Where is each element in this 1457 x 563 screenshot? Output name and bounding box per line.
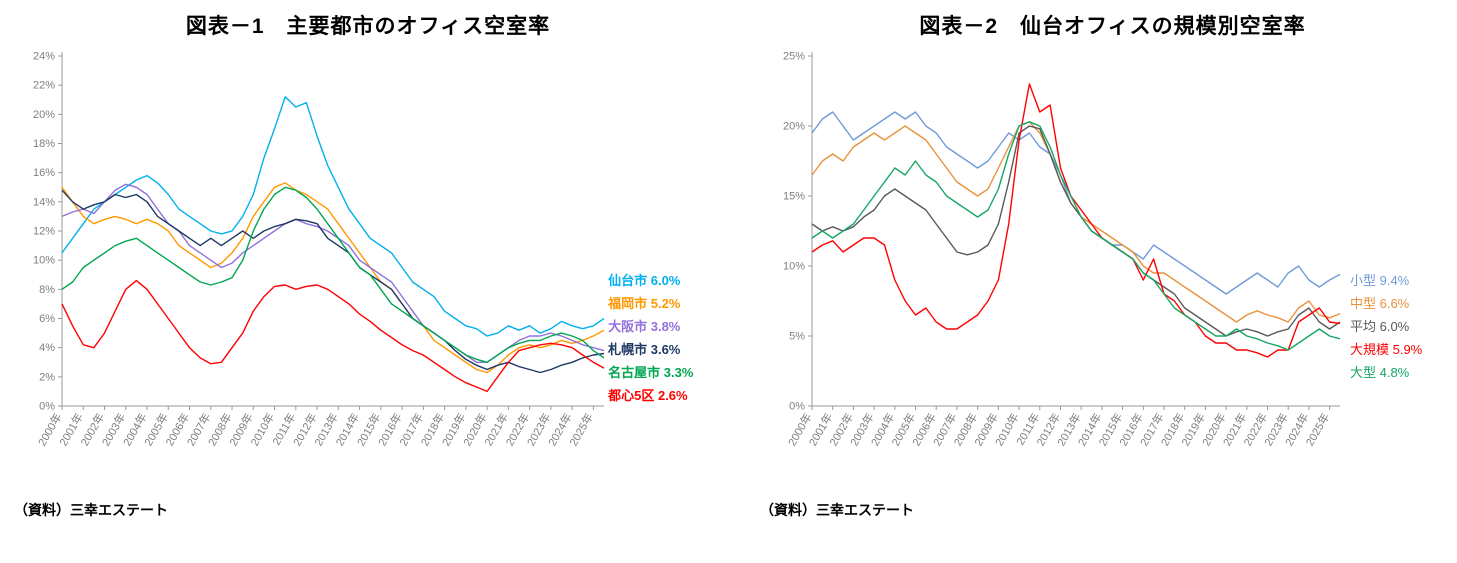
legend-item-大規模: 大規模 5.9% (1350, 342, 1423, 357)
legend-item-大阪市: 大阪市 3.8% (608, 319, 681, 334)
svg-text:4%: 4% (39, 342, 55, 354)
legend-item-名古屋市: 名古屋市 3.3% (608, 365, 694, 380)
chart2-source: （資料）三幸エステート (760, 502, 914, 518)
svg-text:0%: 0% (789, 401, 805, 413)
svg-text:10%: 10% (33, 255, 55, 267)
chart1-title: 図表－1 主要都市のオフィス空室率 (185, 15, 551, 38)
svg-text:0%: 0% (39, 401, 55, 413)
chart1-panel: 図表－1 主要都市のオフィス空室率 0% 2% 4% 6% 8% 10% 12% 14% 16%… (0, 0, 722, 563)
svg-text:18%: 18% (33, 138, 55, 150)
legend-item-大型: 大型 4.8% (1350, 365, 1410, 380)
chart1-source: （資料）三幸エステート (14, 502, 168, 518)
svg-text:14%: 14% (33, 196, 55, 208)
chart1-body: 0% 2% 4% 6% 8% 10% 12% 14% 16% 18% 20% 22% 24% 2000年 2… (14, 40, 722, 500)
legend-item-福岡市: 福岡市 5.2% (608, 296, 681, 311)
svg-text:16%: 16% (33, 167, 55, 179)
svg-text:8%: 8% (39, 284, 55, 296)
legend-item-仙台市: 仙台市 6.0% (608, 273, 681, 288)
svg-text:25%: 25% (783, 51, 805, 63)
svg-text:22%: 22% (33, 80, 55, 92)
svg-text:24%: 24% (33, 51, 55, 63)
legend-item-平均: 平均 6.0% (1350, 319, 1410, 334)
chart1-plot-area: 0%2%4%6%8%10%12%14%16%18%20%22%24%2000年2… (33, 51, 605, 448)
legend-item-札幌市: 札幌市 3.6% (608, 342, 681, 357)
chart2-legend: 小型 9.4% 中型 6.6% 平均 6.0% 大規模 5.9% 大型 4.8% (1350, 40, 1457, 500)
svg-text:12%: 12% (33, 226, 55, 238)
chart2-plot-area: 0%5%10%15%20%25%2000年2001年2002年2003年2004… (783, 51, 1341, 448)
chart2-panel: 図表－2 仙台オフィスの規模別空室率 0% 5% 10% 15% 20% 25% 2000年… (722, 0, 1457, 563)
chart2-body: 0% 5% 10% 15% 20% 25% 2000年 2001年 2002年 2003年 2004… (760, 40, 1457, 500)
legend-item-中型: 中型 6.6% (1350, 296, 1410, 311)
legend-item-小型: 小型 9.4% (1350, 273, 1410, 288)
svg-text:2%: 2% (39, 371, 55, 383)
legend-item-都心5区: 都心5区 2.6% (608, 388, 688, 403)
chart1-legend: 仙台市 6.0% 福岡市 5.2% 大阪市 3.8% 札幌市 3.6% 名古屋市 3.3… (608, 40, 722, 500)
svg-text:20%: 20% (33, 109, 55, 121)
svg-text:5%: 5% (789, 331, 805, 343)
chart2-title: 図表－2 仙台オフィスの規模別空室率 (919, 15, 1306, 38)
svg-text:10%: 10% (783, 261, 805, 273)
svg-text:6%: 6% (39, 313, 55, 325)
svg-text:20%: 20% (783, 121, 805, 133)
svg-text:15%: 15% (783, 191, 805, 203)
